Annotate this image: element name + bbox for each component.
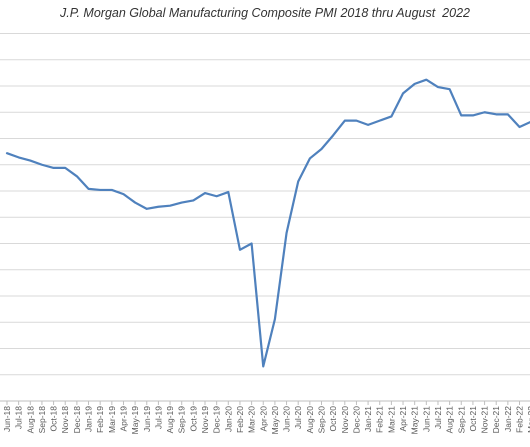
x-tick-label: Dec-21 — [491, 406, 501, 434]
data-point — [181, 202, 183, 204]
data-point — [286, 232, 288, 234]
data-point — [519, 126, 521, 128]
x-tick-label: Feb-22 — [515, 406, 525, 433]
x-tick-label: Sep-20 — [316, 406, 326, 434]
data-point — [437, 86, 439, 88]
data-point — [99, 189, 101, 191]
x-tick-labels: Jun-18 Jul-18 Aug-18 Sep-18 Oct-18 Nov-18 Dec-… — [2, 406, 530, 435]
data-point — [216, 195, 218, 197]
data-point — [274, 318, 276, 320]
x-tick-label: Mar-22 — [526, 406, 530, 433]
data-point — [472, 114, 474, 116]
x-tick-label: Jun-19 — [142, 406, 152, 432]
x-axis — [0, 400, 530, 405]
x-tick-label: Aug-19 — [165, 406, 175, 434]
x-tick-label: Oct-18 — [49, 406, 59, 432]
data-point — [157, 206, 159, 208]
data-point — [262, 365, 264, 367]
data-point — [122, 193, 124, 195]
data-point — [390, 115, 392, 117]
data-point — [344, 120, 346, 122]
x-tick-label: May-19 — [130, 406, 140, 435]
x-tick-label: Mar-20 — [247, 406, 257, 433]
x-tick-label: Apr-19 — [118, 406, 128, 432]
x-tick-label: Jun-21 — [421, 406, 431, 432]
x-tick-label: Nov-20 — [340, 406, 350, 434]
data-point — [169, 205, 171, 207]
data-point — [425, 79, 427, 81]
x-tick-label: Jul-21 — [433, 406, 443, 429]
x-tick-label: Feb-20 — [235, 406, 245, 433]
data-point — [367, 124, 369, 126]
data-point — [414, 83, 416, 85]
x-tick-label: Feb-21 — [375, 406, 385, 433]
x-tick-label: Mar-19 — [107, 406, 117, 433]
x-tick-label: Jul-20 — [293, 406, 303, 429]
x-tick-label: Aug-20 — [305, 406, 315, 434]
x-tick-label: Sep-19 — [177, 406, 187, 434]
x-tick-label: May-21 — [410, 406, 420, 435]
data-point — [53, 167, 55, 169]
x-tick-label: Apr-21 — [398, 406, 408, 432]
x-tick-label: Jan-21 — [363, 406, 373, 432]
x-tick-label: Feb-19 — [95, 406, 105, 433]
data-point — [227, 191, 229, 193]
data-point — [204, 192, 206, 194]
x-tick-label: May-20 — [270, 406, 280, 435]
data-point — [76, 175, 78, 177]
data-point — [320, 148, 322, 150]
data-point — [495, 113, 497, 115]
data-point — [29, 160, 31, 162]
data-point — [309, 157, 311, 159]
data-point — [355, 120, 357, 122]
x-tick-label: Oct-20 — [328, 406, 338, 432]
data-point — [460, 114, 462, 116]
series-line — [5, 78, 530, 368]
data-point — [18, 156, 20, 158]
data-point — [297, 181, 299, 183]
x-tick-label: Jan-22 — [503, 406, 513, 432]
x-tick-label: Jul-18 — [14, 406, 24, 429]
x-tick-label: Mar-21 — [386, 406, 396, 433]
gridlines — [0, 33, 530, 376]
x-tick-label: Jun-20 — [282, 406, 292, 432]
x-tick-label: Oct-19 — [188, 406, 198, 432]
x-tick-label: Nov-18 — [60, 406, 70, 434]
x-tick-label: Apr-20 — [258, 406, 268, 432]
x-tick-label: Jun-18 — [2, 406, 12, 432]
x-tick-label: Nov-21 — [480, 406, 490, 434]
x-tick-label: Jan-20 — [223, 406, 233, 432]
x-tick-label: Dec-20 — [351, 406, 361, 434]
data-point — [239, 249, 241, 251]
x-tick-label: Sep-21 — [456, 406, 466, 434]
data-point — [507, 113, 509, 115]
data-point — [402, 92, 404, 94]
x-tick-label: Aug-21 — [445, 406, 455, 434]
data-point — [134, 202, 136, 204]
x-tick-label: Jul-19 — [153, 406, 163, 429]
data-point — [251, 243, 253, 245]
x-tick-label: Oct-21 — [468, 406, 478, 432]
series-layer — [5, 78, 530, 368]
data-point — [192, 199, 194, 201]
x-tick-label: Dec-19 — [212, 406, 222, 434]
data-point — [146, 208, 148, 210]
data-point — [379, 120, 381, 122]
data-point — [88, 188, 90, 190]
data-point — [6, 152, 8, 154]
x-tick-label: Sep-18 — [37, 406, 47, 434]
data-point — [111, 189, 113, 191]
x-tick-label: Aug-18 — [25, 406, 35, 434]
data-point — [484, 111, 486, 113]
x-tick-label: Jan-19 — [84, 406, 94, 432]
chart-title: J.P. Morgan Global Manufacturing Composi… — [60, 6, 470, 20]
data-point — [332, 134, 334, 136]
data-point — [449, 88, 451, 90]
x-tick-label: Dec-18 — [72, 406, 82, 434]
data-point — [64, 167, 66, 169]
x-tick-label: Nov-19 — [200, 406, 210, 434]
data-point — [41, 164, 43, 166]
